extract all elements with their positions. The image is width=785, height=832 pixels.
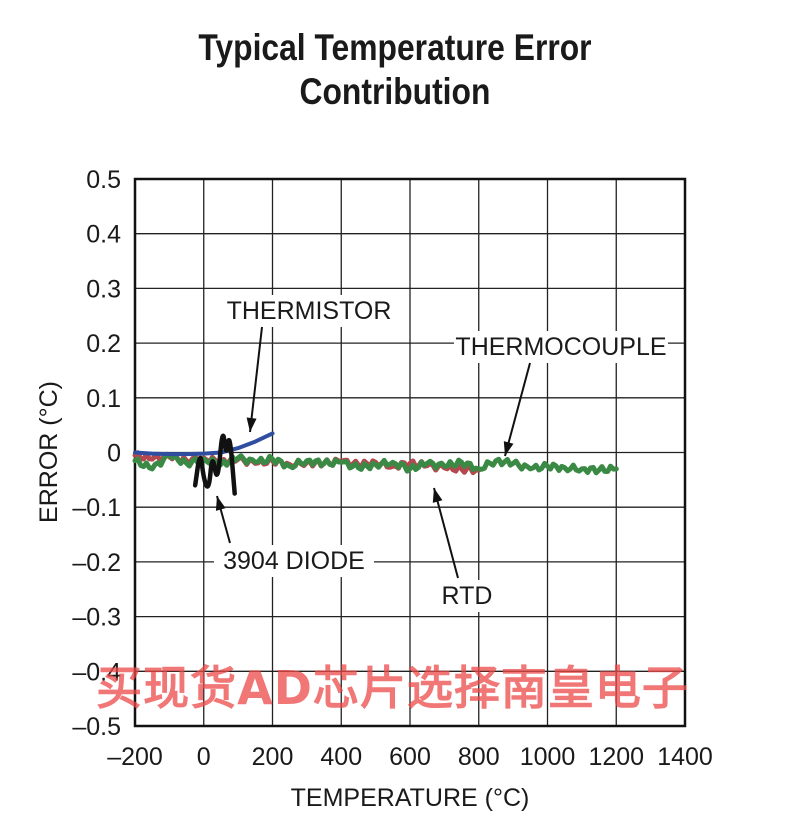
y-tick-label: 0.5 <box>86 166 121 194</box>
x-tick-label: –200 <box>107 743 163 771</box>
y-tick-label: 0.1 <box>86 385 121 413</box>
annotation-rtd-box <box>437 580 497 612</box>
annotation-thermocouple-arrowhead <box>503 441 514 456</box>
x-tick-label: 200 <box>252 743 294 771</box>
annotation-thermistor-arrowhead <box>246 417 257 432</box>
y-tick-label: 0.2 <box>86 330 121 358</box>
annotation-rtd-leader <box>433 487 459 579</box>
x-tick-label: 0 <box>197 743 211 771</box>
watermark-text: 买现货AD芯片选择南皇电子 <box>96 661 689 715</box>
y-tick-label: 0 <box>107 440 121 468</box>
annotation-rtd-arrowhead <box>432 488 443 503</box>
annotation-thermistor: THERMISTOR <box>227 297 392 325</box>
y-tick-label: –0.2 <box>72 549 121 577</box>
y-tick-label: –0.5 <box>72 713 121 741</box>
annotation-diode-arrowhead <box>215 496 226 511</box>
series-line-3904-diode <box>192 433 237 496</box>
x-tick-label: 600 <box>389 743 431 771</box>
x-tick-label: 1400 <box>657 743 713 771</box>
y-tick-label: 0.4 <box>86 221 121 249</box>
x-tick-label: 400 <box>320 743 362 771</box>
annotation-diode-box <box>214 545 374 577</box>
y-tick-label: –0.4 <box>72 658 121 686</box>
annotation-thermocouple-box <box>454 331 668 363</box>
chart-title-line-1: Typical Temperature Error <box>198 27 592 68</box>
x-tick-label: 1000 <box>520 743 576 771</box>
y-tick-label: 0.3 <box>86 275 121 303</box>
annotation-thermistor-box <box>223 295 395 327</box>
y-tick-label: –0.1 <box>72 494 121 522</box>
x-tick-label: 1200 <box>588 743 644 771</box>
x-axis-label: TEMPERATURE (°C) <box>291 784 530 812</box>
chart-title: Typical Temperature Error Contribution <box>57 26 732 114</box>
annotation-diode: 3904 DIODE <box>223 547 365 575</box>
annotation-rtd: RTD <box>442 582 493 610</box>
y-tick-label: –0.3 <box>72 604 121 632</box>
y-axis-label: ERROR (°C) <box>35 381 63 523</box>
x-tick-label: 800 <box>458 743 500 771</box>
series-line-thermistor <box>133 431 275 457</box>
annotation-thermistor-leader <box>249 326 263 433</box>
annotation-thermocouple-leader <box>504 362 531 457</box>
annotation-thermocouple: THERMOCOUPLE <box>455 333 666 361</box>
chart-title-line-2: Contribution <box>299 71 491 112</box>
